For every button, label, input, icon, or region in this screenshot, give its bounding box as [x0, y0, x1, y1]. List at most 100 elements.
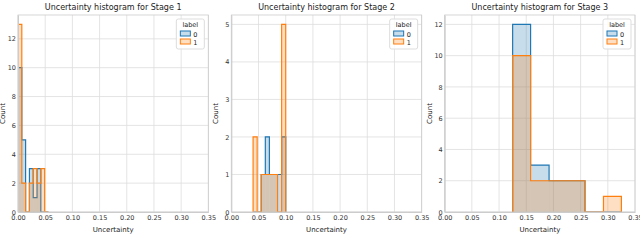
legend-box: [176, 19, 204, 49]
hist-bar: [567, 181, 585, 212]
hist-bar: [513, 56, 531, 212]
hist-bar: [261, 174, 265, 212]
plot-frame: [231, 15, 421, 212]
grid-line: [18, 154, 208, 155]
grid-line: [18, 96, 208, 97]
hist-bar: [531, 181, 549, 212]
panel: 0.000.050.100.150.200.250.300.35012345Un…: [212, 3, 429, 234]
step-outline: [513, 24, 622, 212]
x-axis: 0.000.050.100.150.200.250.300.35: [225, 212, 430, 222]
tick-label: 0.10: [66, 214, 80, 222]
series: [513, 56, 622, 212]
legend-label: 0: [620, 31, 624, 39]
hist-bar: [549, 181, 567, 212]
grid-line: [18, 125, 208, 126]
tick: 2: [439, 177, 445, 185]
x-axis: 0.000.050.100.150.200.250.300.35: [438, 212, 640, 222]
hist-bar: [603, 196, 621, 212]
hist-bar: [261, 174, 265, 212]
y-axis-title: Count: [212, 103, 220, 124]
tick: 0.10: [492, 212, 506, 222]
tick: 3: [225, 96, 231, 104]
tick-label: 5: [225, 21, 229, 29]
tick-label: 0.35: [202, 214, 216, 222]
tick: 8: [439, 84, 445, 92]
grid-line: [231, 174, 421, 175]
tick: 0.15: [306, 212, 320, 222]
tick-label: 0.05: [465, 214, 479, 222]
tick: 12: [8, 35, 18, 43]
grid-line: [18, 67, 208, 68]
tick: 0.25: [361, 212, 375, 222]
legend-title: label: [182, 21, 198, 29]
tick-label: 0.25: [361, 214, 375, 222]
tick: 0.20: [333, 212, 347, 222]
series: [18, 24, 48, 212]
grid-line: [312, 15, 313, 212]
tick: 2: [225, 134, 231, 142]
tick-label: 0.15: [519, 214, 533, 222]
hist-bar: [265, 174, 269, 212]
plot-frame: [18, 15, 208, 212]
y-axis-title: Count: [426, 103, 434, 124]
grid-line: [72, 15, 73, 212]
tick: 6: [439, 115, 445, 123]
step-outline: [513, 56, 622, 212]
tick: 0.35: [415, 212, 429, 222]
tick-label: 2: [225, 134, 229, 142]
tick: 0: [439, 209, 445, 217]
tick-label: 0.35: [628, 214, 640, 222]
y-axis: 024681012: [434, 16, 445, 217]
legend-label: 0: [193, 31, 197, 39]
tick: 4: [225, 58, 231, 66]
tick-label: 0.20: [547, 214, 561, 222]
x-axis: 0.000.050.100.150.200.250.300.35: [11, 212, 216, 222]
tick: 0: [225, 209, 231, 217]
grid-line: [367, 15, 368, 212]
tick-label: 4: [12, 151, 16, 159]
tick-label: 3: [225, 96, 229, 104]
grid-line: [445, 118, 635, 119]
legend-swatch: [394, 39, 404, 44]
tick: 0: [12, 209, 18, 217]
tick: 0.05: [252, 212, 266, 222]
y-axis: 024681012: [8, 16, 19, 217]
tick: 0.10: [66, 212, 80, 222]
plot-area: [513, 24, 622, 212]
legend-box: [603, 19, 631, 49]
tick: 10: [434, 52, 444, 60]
legend-label: 1: [193, 39, 197, 47]
tick: 4: [439, 146, 445, 154]
legend-swatch: [180, 31, 190, 36]
grid-line: [471, 15, 472, 212]
tick: 1: [225, 171, 231, 179]
tick-label: 2: [12, 180, 16, 188]
hist-bar: [549, 181, 567, 212]
tick: 0.05: [38, 212, 52, 222]
y-axis: 0 1 2 3 4 5: [225, 16, 232, 217]
tick-label: 0.30: [388, 214, 402, 222]
tick-label: 0.15: [93, 214, 107, 222]
legend-swatch: [180, 39, 190, 44]
step-outline: [18, 68, 48, 212]
tick-label: 12: [8, 35, 16, 43]
x-axis-title: Uncertainty: [519, 226, 560, 234]
grid-line: [231, 61, 421, 62]
legend-label: 1: [407, 39, 411, 47]
plot-area: [253, 24, 286, 212]
series: [513, 24, 622, 212]
tick-label: 4: [439, 146, 443, 154]
axis-line: [231, 16, 232, 213]
hist-bar: [269, 174, 273, 212]
grid-line: [340, 15, 341, 212]
legend-title: label: [396, 21, 412, 29]
tick: 0.20: [547, 212, 561, 222]
axis-line: [445, 16, 446, 213]
tick-label: 4: [225, 58, 229, 66]
tick-label: 2: [439, 177, 443, 185]
legend-swatch: [607, 31, 617, 36]
step-outline: [18, 24, 48, 212]
tick: 0.20: [120, 212, 134, 222]
legend-box: [390, 19, 418, 49]
tick-label: 8: [439, 84, 443, 92]
